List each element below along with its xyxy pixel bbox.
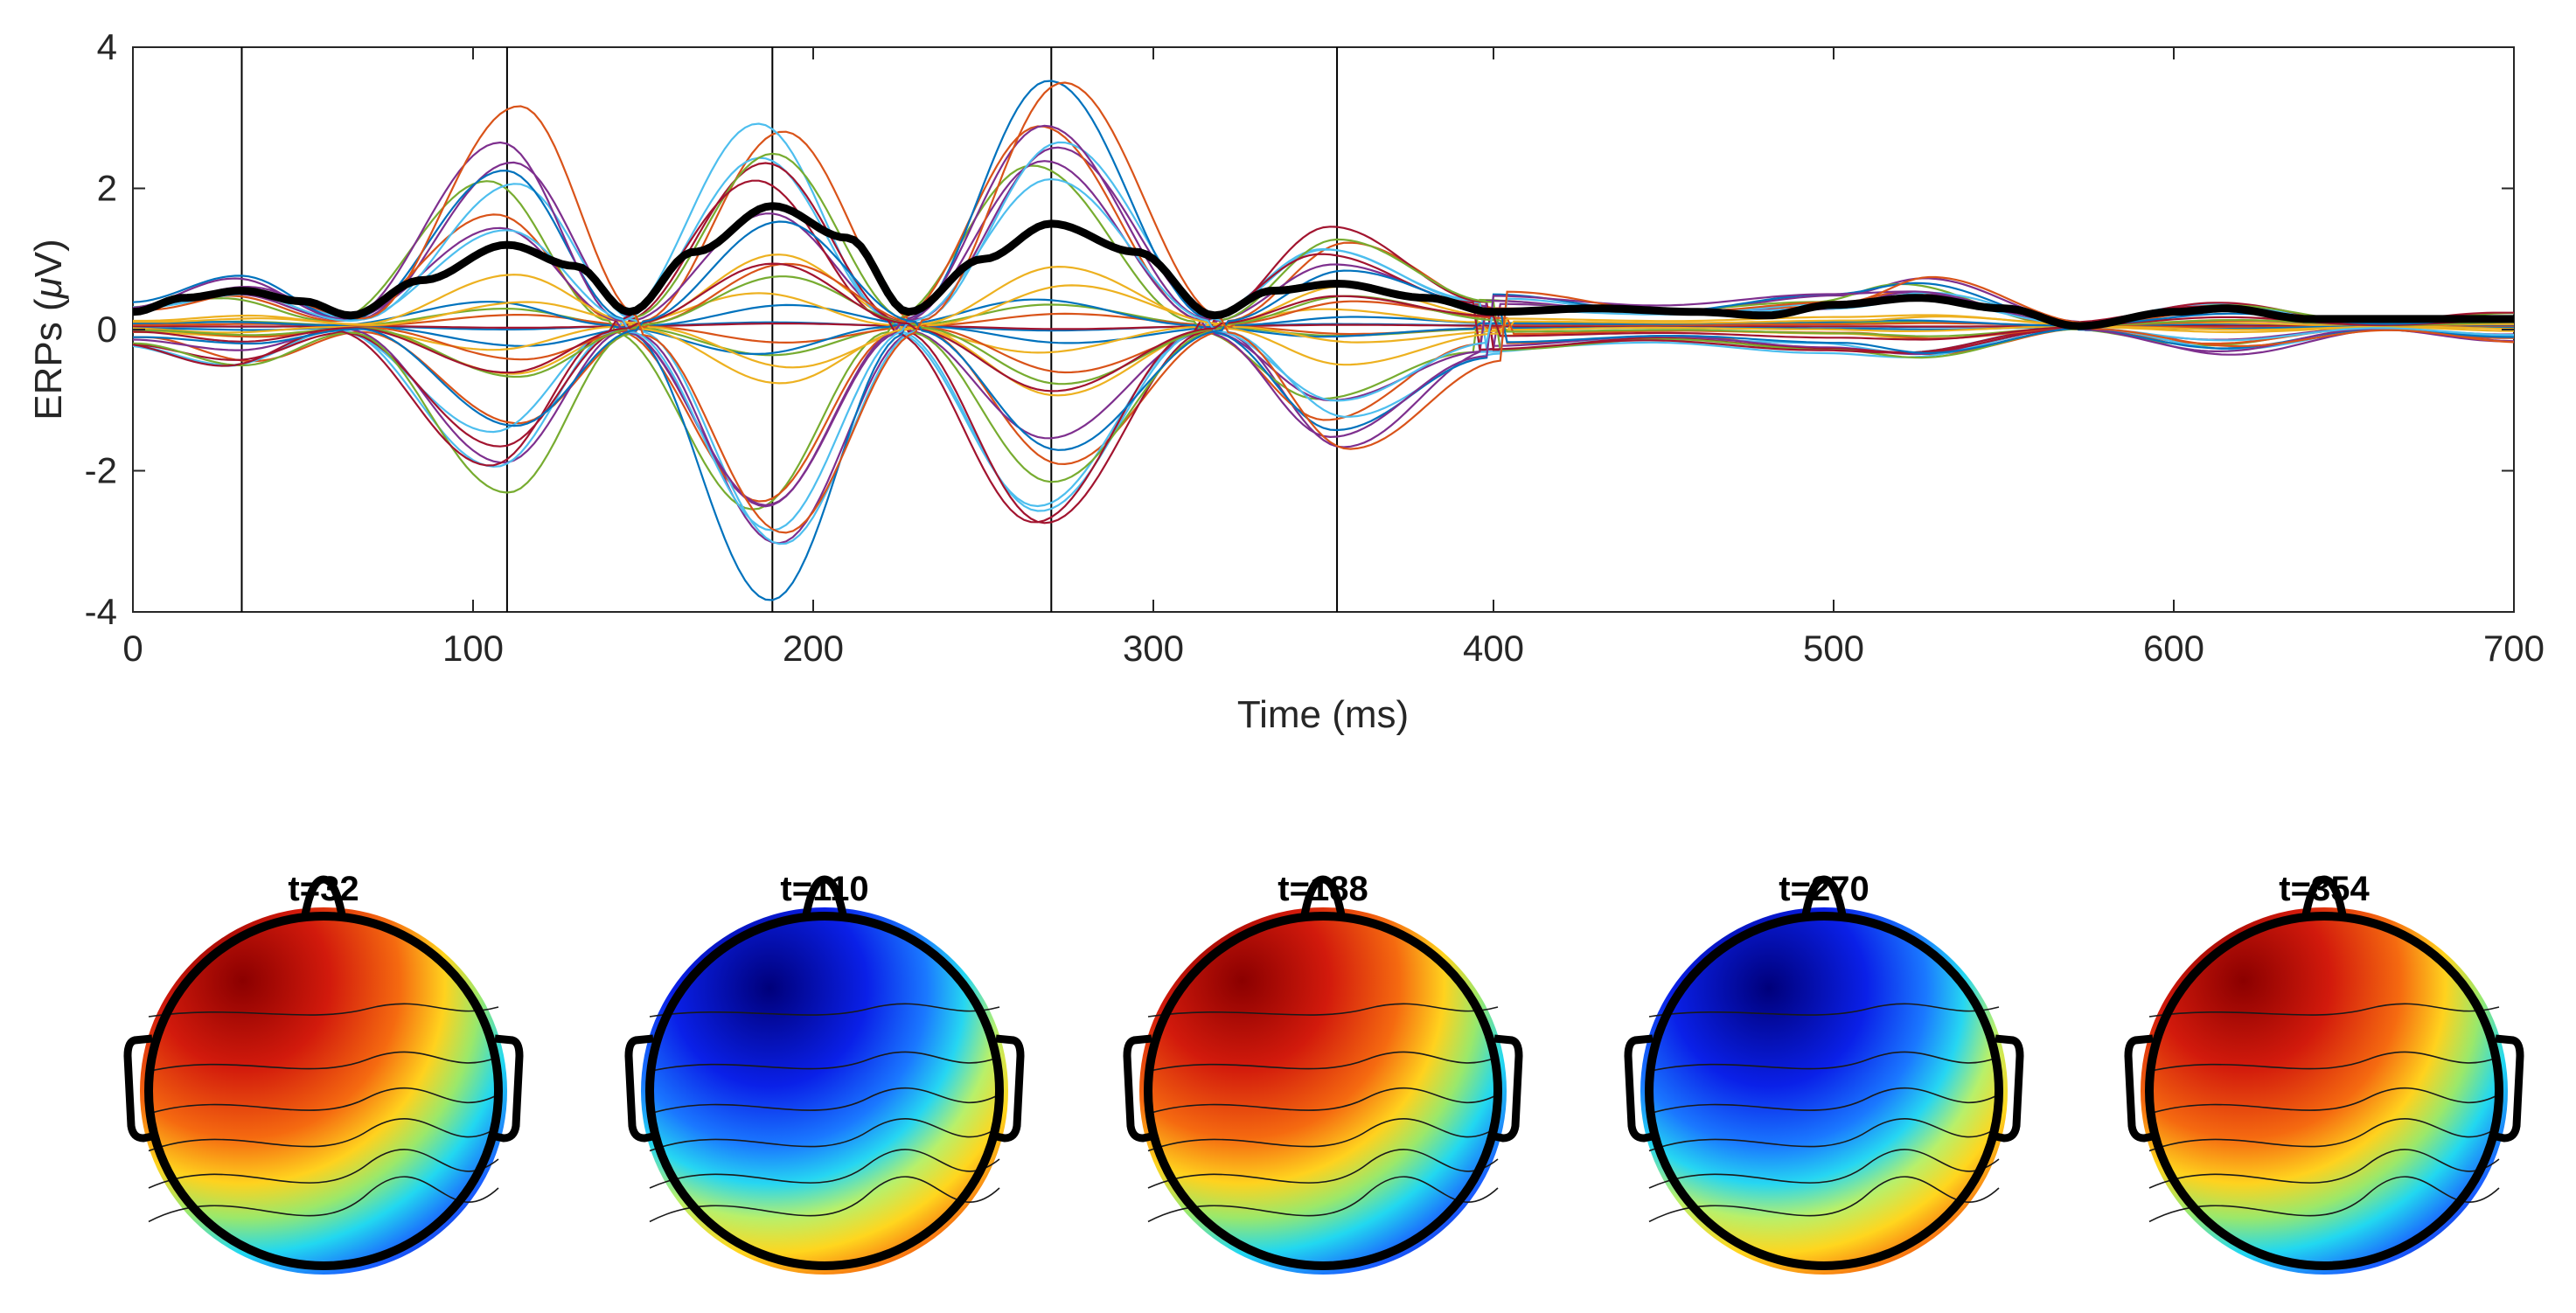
head-outline	[1645, 912, 2003, 1270]
head-outline	[2145, 912, 2503, 1270]
x-tick-label: 600	[2143, 628, 2204, 669]
x-tick-label: 400	[1463, 628, 1524, 669]
mean-line-group	[133, 202, 2514, 330]
x-tick-label: 700	[2483, 628, 2545, 669]
x-tick-label: 100	[442, 628, 504, 669]
erp-plot: 0 100 200 300 400 500 600 700 -4 -2 0 2 4 Time (ms)…	[27, 26, 2545, 736]
scalp-map	[1640, 907, 2008, 1275]
x-tick-label: 200	[783, 628, 844, 669]
head-outline	[645, 912, 1004, 1270]
nose-outline	[2301, 875, 2348, 920]
contour-line	[649, 1003, 1000, 1018]
x-axis-label: Time (ms)	[1237, 693, 1409, 736]
contour-line	[649, 1118, 1000, 1152]
left-ear-outline	[624, 1034, 654, 1143]
contour-line	[1648, 1087, 2000, 1115]
right-ear-outline	[995, 1034, 1025, 1143]
contour-line	[148, 1003, 499, 1018]
contour-line	[2148, 1149, 2500, 1189]
contour-line	[1147, 1051, 1499, 1073]
y-tick-label: -4	[85, 591, 117, 632]
right-ear-outline	[1493, 1034, 1523, 1143]
contour-line	[1147, 1118, 1499, 1152]
y-axis-label: ERPs (μV)	[27, 239, 70, 420]
left-ear-outline	[1624, 1034, 1654, 1143]
contour-line	[649, 1051, 1000, 1073]
head-outline	[1144, 912, 1502, 1270]
contour-line	[148, 1149, 499, 1189]
topomap-t-270: t=270	[1624, 870, 2024, 1275]
y-tick-label: -2	[85, 450, 117, 491]
right-ear-outline	[494, 1034, 524, 1143]
contour-line	[1648, 1051, 2000, 1073]
topomap-t-188: t=188	[1123, 870, 1523, 1275]
topomap-t-32: t=32	[123, 870, 524, 1275]
left-ear-outline	[1123, 1034, 1152, 1143]
nose-outline	[1299, 875, 1347, 920]
contour-line	[2148, 1003, 2500, 1018]
scalp-map	[2141, 907, 2508, 1275]
contour-line	[1648, 1149, 2000, 1189]
nose-outline	[300, 875, 347, 920]
contour-line	[1147, 1087, 1499, 1115]
right-ear-outline	[1995, 1034, 2024, 1143]
channel-line	[133, 265, 2514, 385]
contour-line	[148, 1087, 499, 1115]
mean-line	[133, 202, 2514, 330]
contour-line	[2148, 1087, 2500, 1115]
contour-line	[1147, 1149, 1499, 1189]
scalp-map	[1139, 907, 1507, 1275]
topomap-t-110: t=110	[624, 870, 1025, 1275]
topomap-row: t=32 t=110 t=188 t=270 t=354	[123, 870, 2524, 1275]
left-ear-outline	[123, 1034, 153, 1143]
x-tick-label: 300	[1123, 628, 1184, 669]
right-ear-outline	[2495, 1034, 2524, 1143]
y-tick-label: 2	[97, 168, 117, 209]
contour-line	[649, 1087, 1000, 1115]
contour-line	[2148, 1051, 2500, 1073]
topomap-t-354: t=354	[2124, 870, 2524, 1275]
contour-line	[148, 1118, 499, 1152]
x-tick-label: 500	[1803, 628, 1864, 669]
y-tick-label: 4	[97, 26, 117, 67]
contour-line	[1147, 1003, 1499, 1018]
contour-line	[649, 1149, 1000, 1189]
contour-line	[148, 1051, 499, 1073]
channel-line	[133, 81, 2514, 534]
contour-line	[1648, 1118, 2000, 1152]
y-axis-label-mu: μ	[27, 277, 70, 299]
head-outline	[144, 912, 503, 1270]
contour-line	[2148, 1118, 2500, 1152]
y-tick-label: 0	[97, 309, 117, 350]
x-tick-label: 0	[122, 628, 143, 669]
y-axis-ticks: -4 -2 0 2 4	[85, 26, 2514, 632]
contour-line	[1648, 1003, 2000, 1018]
left-ear-outline	[2124, 1034, 2154, 1143]
nose-outline	[1800, 875, 1848, 920]
nose-outline	[801, 875, 848, 920]
scalp-map	[140, 907, 507, 1275]
x-axis-ticks: 0 100 200 300 400 500 600 700	[122, 47, 2545, 669]
scalp-map	[641, 907, 1008, 1275]
